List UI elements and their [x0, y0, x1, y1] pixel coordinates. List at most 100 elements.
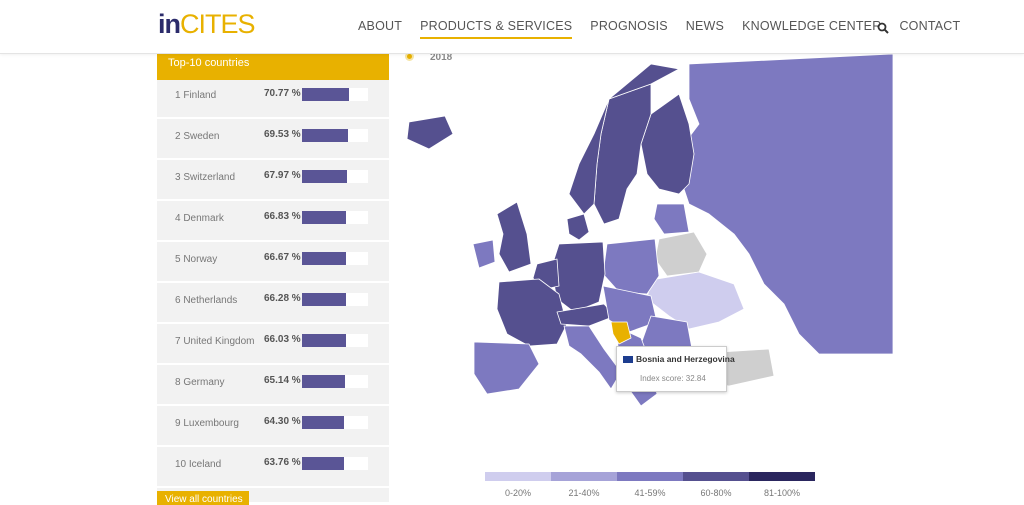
country-name: 9 Luxembourg [175, 418, 239, 429]
legend-swatch [485, 472, 551, 481]
nav-news[interactable]: NEWS [685, 19, 725, 33]
nav-prognosis[interactable]: PROGNOSIS [590, 19, 668, 33]
legend-label: 21-40% [568, 488, 600, 498]
country-name: 8 Germany [175, 377, 225, 388]
ranking-row[interactable]: 3 Switzerland 67.97 % [157, 162, 389, 201]
nav-knowledge-center[interactable]: KNOWLEDGE CENTER [742, 19, 882, 33]
country-name: 4 Denmark [175, 213, 224, 224]
score-bar [302, 211, 368, 224]
country-name: 5 Norway [175, 254, 218, 265]
legend-swatch [683, 472, 749, 481]
legend-label: 0-20% [504, 488, 531, 498]
logo-in: in [158, 9, 181, 39]
map-sweden [593, 83, 652, 225]
country-name: 10 Iceland [175, 459, 222, 470]
country-score: 65.14 % [264, 375, 301, 386]
legend-label: 41-59% [634, 488, 666, 498]
score-bar-fill [302, 416, 345, 429]
legend-swatch [617, 472, 683, 481]
score-bar [302, 293, 368, 306]
legend-label: 81-100% [763, 488, 801, 498]
ranking-row[interactable]: 6 Netherlands 66.28 % [157, 285, 389, 324]
site-header: inCITES ABOUT PRODUCTS & SERVICES PROGNO… [0, 0, 1024, 54]
country-score: 70.77 % [264, 88, 301, 99]
legend-swatch [749, 472, 815, 481]
map-italy [563, 325, 622, 390]
score-bar-fill [302, 457, 345, 470]
score-bar-fill [302, 129, 348, 142]
europe-map[interactable] [389, 54, 893, 406]
country-tooltip: Bosnia and Herzegovina Index score: 32.8… [616, 346, 735, 392]
map-iceland [406, 115, 454, 150]
legend-label: 60-80% [700, 488, 732, 498]
map-norway [568, 63, 680, 215]
nav-contact[interactable]: CONTACT [899, 19, 961, 33]
search-icon[interactable] [877, 22, 889, 34]
score-bar [302, 416, 368, 429]
score-bar-fill [302, 170, 347, 183]
score-bar-fill [302, 293, 346, 306]
country-name: 3 Switzerland [175, 172, 236, 183]
nav-about[interactable]: ABOUT [358, 19, 403, 33]
score-bar [302, 334, 368, 347]
legend-swatch [551, 472, 617, 481]
country-name: 1 Finland [175, 90, 217, 101]
ranking-row[interactable]: 10 Iceland 63.76 % [157, 449, 389, 488]
year-label: 2018 [430, 52, 453, 63]
country-name: 6 Netherlands [175, 295, 238, 306]
view-all-countries-button[interactable]: View all countries [157, 491, 249, 505]
panel-title: Top-10 countries [157, 54, 389, 80]
main-nav: ABOUT PRODUCTS & SERVICES PROGNOSIS NEWS… [358, 19, 978, 39]
country-score: 66.28 % [264, 293, 301, 304]
score-bar-fill [302, 375, 345, 388]
country-score: 66.83 % [264, 211, 301, 222]
score-bar [302, 252, 368, 265]
ranking-row[interactable]: 5 Norway 66.67 % [157, 244, 389, 283]
nav-products-services[interactable]: PRODUCTS & SERVICES [420, 19, 573, 39]
incites-logo[interactable]: inCITES [158, 9, 256, 40]
map-belarus [654, 231, 708, 277]
country-name: 2 Sweden [175, 131, 220, 142]
score-bar-fill [302, 211, 347, 224]
map-united-kingdom [496, 201, 532, 273]
tooltip-score: Index score: 32.84 [640, 374, 706, 383]
score-bar-fill [302, 334, 346, 347]
map-france [496, 278, 568, 347]
legend-labels: 0-20% 21-40% 41-59% 60-80% 81-100% [485, 488, 815, 498]
map-iberia [473, 341, 540, 395]
score-bar [302, 375, 368, 388]
ranking-row[interactable]: 8 Germany 65.14 % [157, 367, 389, 406]
map-central [602, 285, 658, 333]
map-baltics [653, 203, 690, 235]
ranking-row[interactable]: 9 Luxembourg 64.30 % [157, 408, 389, 447]
country-score: 69.53 % [264, 129, 301, 140]
country-score: 66.03 % [264, 334, 301, 345]
top-countries-panel: Top-10 countries 1 Finland 70.77 % 2 Swede… [157, 54, 389, 502]
map-poland [602, 238, 660, 295]
score-bar-fill [302, 88, 349, 101]
score-bar [302, 88, 368, 101]
map-finland [640, 93, 695, 195]
country-score: 63.76 % [264, 457, 301, 468]
map-russia [678, 54, 893, 355]
map-legend [485, 472, 815, 481]
score-bar [302, 170, 368, 183]
ranking-row[interactable]: 2 Sweden 69.53 % [157, 121, 389, 160]
map-ukraine [646, 271, 745, 330]
score-bar [302, 129, 368, 142]
map-alps [556, 303, 616, 327]
country-score: 67.97 % [264, 170, 301, 181]
ranking-row[interactable]: 7 United Kingdom 66.03 % [157, 326, 389, 365]
tooltip-title: Bosnia and Herzegovina [636, 354, 735, 364]
score-bar [302, 457, 368, 470]
bosnia-flag-icon [623, 356, 633, 363]
country-score: 64.30 % [264, 416, 301, 427]
country-name: 7 United Kingdom [175, 336, 255, 347]
country-score: 66.67 % [264, 252, 301, 263]
ranking-row[interactable]: 4 Denmark 66.83 % [157, 203, 389, 242]
ranking-row[interactable]: 1 Finland 70.77 % [157, 80, 389, 119]
score-bar-fill [302, 252, 346, 265]
map-denmark [566, 213, 590, 241]
map-ireland [472, 239, 496, 269]
logo-cites: CITES [180, 9, 256, 39]
